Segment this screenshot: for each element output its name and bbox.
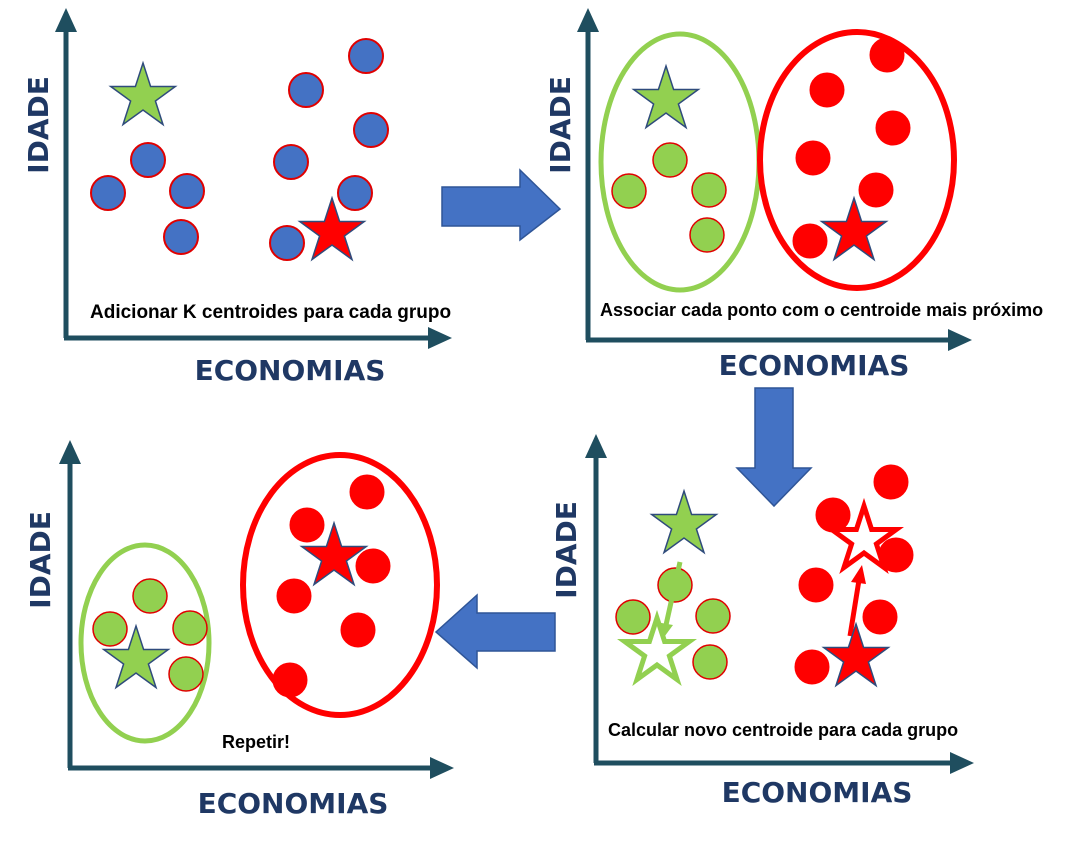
blue-point: [273, 144, 309, 180]
green-point: [611, 173, 647, 209]
panel-caption: Repetir!: [222, 732, 290, 752]
green-point: [168, 656, 204, 692]
red-point: [795, 140, 831, 176]
blue-point: [90, 175, 126, 211]
red-point: [798, 567, 834, 603]
red-point: [272, 662, 308, 698]
x-axis: [594, 752, 974, 774]
y-axis-arrowhead-icon: [585, 434, 607, 458]
red-point: [276, 578, 312, 614]
blue-point: [348, 38, 384, 74]
red-point: [349, 474, 385, 510]
panel-step4: IDADE ECONOMIAS Repetir!: [24, 440, 454, 820]
panel-step3: IDADE ECONOMIAS: [550, 434, 974, 809]
blue-point: [337, 175, 373, 211]
green-point: [689, 217, 725, 253]
y-axis: [585, 434, 607, 763]
green-point: [132, 578, 168, 614]
red-points: [272, 474, 391, 698]
x-axis-label: ECONOMIAS: [198, 787, 389, 820]
red-point: [862, 599, 898, 635]
y-axis: [55, 8, 77, 338]
panel-step1: IDADE ECONOMIAS Adicionar K centroides p…: [22, 8, 452, 387]
red-cluster-boundary: [240, 452, 440, 718]
x-axis-arrowhead-icon: [428, 327, 452, 349]
green-points: [615, 567, 731, 680]
red-points: [792, 37, 911, 259]
y-axis-arrowhead-icon: [577, 8, 599, 32]
x-axis: [586, 329, 972, 351]
x-axis: [68, 757, 454, 779]
x-axis-label: ECONOMIAS: [719, 349, 910, 382]
red-cluster-boundary: [757, 29, 957, 291]
x-axis-label: ECONOMIAS: [722, 776, 913, 809]
green-points: [611, 142, 727, 253]
green-point: [652, 142, 688, 178]
panel-caption: Calcular novo centroide para cada grupo: [608, 720, 958, 740]
y-axis-label: IDADE: [544, 76, 577, 174]
x-axis-arrowhead-icon: [948, 329, 972, 351]
red-point: [355, 548, 391, 584]
red-points: [794, 464, 914, 685]
green-point: [172, 610, 208, 646]
green-centroid-star-icon: [632, 65, 700, 129]
red-point: [875, 110, 911, 146]
blue-point: [169, 173, 205, 209]
y-axis-arrowhead-icon: [59, 440, 81, 464]
blue-point: [130, 142, 166, 178]
data-points: [90, 38, 389, 261]
y-axis: [59, 440, 81, 768]
panel-caption: Adicionar K centroides para cada grupo: [90, 302, 451, 323]
blue-point: [288, 72, 324, 108]
red-point: [873, 464, 909, 500]
y-axis-label: IDADE: [550, 501, 583, 599]
red-centroid-move-arrow: [847, 565, 866, 637]
green-point: [615, 599, 651, 635]
arrow-down-icon: [735, 387, 813, 508]
blue-point: [353, 112, 389, 148]
green-cluster-boundary: [78, 542, 212, 744]
green-old-centroid-star-icon: [650, 490, 718, 554]
arrow-left-icon: [434, 593, 556, 670]
y-axis-arrowhead-icon: [55, 8, 77, 32]
y-axis-label: IDADE: [24, 511, 57, 609]
green-point: [691, 172, 727, 208]
green-point: [695, 598, 731, 634]
red-point: [869, 37, 905, 73]
panel-caption: Associar cada ponto com o centroide mais…: [600, 300, 1043, 320]
red-point: [794, 649, 830, 685]
x-axis-arrowhead-icon: [430, 757, 454, 779]
x-axis-arrowhead-icon: [950, 752, 974, 774]
green-points: [92, 578, 208, 692]
panel-step2: IDADE ECONOMIAS Associar cada ponto com …: [544, 8, 1043, 382]
arrow-right-icon: [441, 168, 562, 242]
red-point: [792, 223, 828, 259]
red-point: [289, 507, 325, 543]
blue-point: [163, 219, 199, 255]
x-axis: [64, 327, 452, 349]
y-axis: [577, 8, 599, 340]
red-point: [815, 497, 851, 533]
green-point: [692, 644, 728, 680]
red-point: [340, 612, 376, 648]
red-point: [858, 172, 894, 208]
green-centroid-star-icon: [109, 62, 177, 126]
red-point: [809, 72, 845, 108]
y-axis-label: IDADE: [22, 76, 55, 174]
x-axis-label: ECONOMIAS: [195, 354, 386, 387]
blue-point: [269, 225, 305, 261]
green-point: [92, 611, 128, 647]
